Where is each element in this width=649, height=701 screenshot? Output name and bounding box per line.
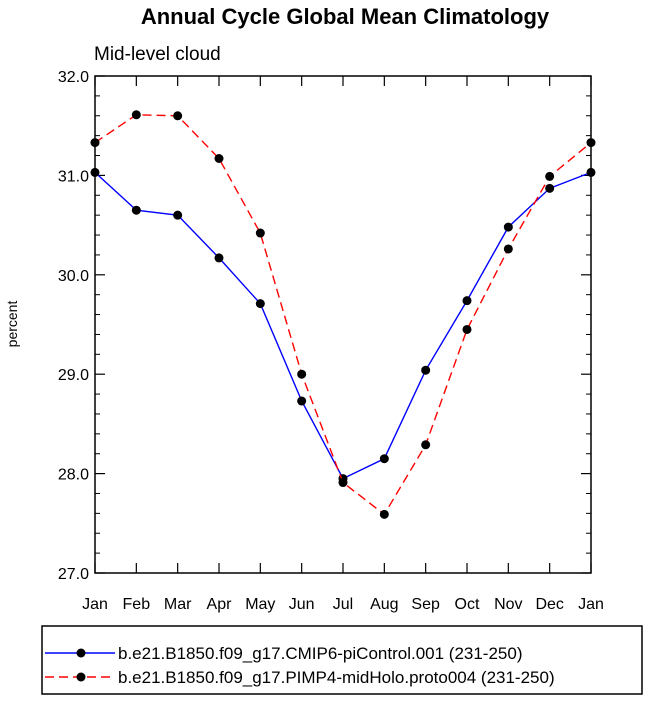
data-point	[214, 253, 224, 263]
data-point	[255, 299, 265, 309]
y-tick-label: 27.0	[58, 566, 89, 583]
y-tick-label: 29.0	[58, 367, 89, 384]
data-point	[379, 454, 389, 464]
x-tick-labels: Jan Feb Mar Apr May Jun Jul Aug Sep Oct Nov Dec Jan	[82, 596, 604, 613]
data-point	[338, 478, 348, 488]
series-line	[94, 114, 592, 516]
x-tick-label: Feb	[123, 596, 151, 613]
data-point	[462, 296, 472, 306]
data-point	[131, 110, 141, 120]
legend-box	[41, 625, 643, 695]
x-tick-label: Jan	[578, 596, 604, 613]
x-tick-label: Jul	[333, 596, 353, 613]
y-tick-label: 31.0	[58, 168, 89, 185]
data-point	[297, 396, 307, 406]
data-point	[421, 365, 431, 375]
x-tick-label: Mar	[164, 596, 192, 613]
legend-label: b.e21.B1850.f09_g17.CMIP6-piControl.001 …	[118, 644, 523, 663]
data-point	[462, 324, 472, 334]
data-point	[173, 111, 183, 121]
data-point	[297, 369, 307, 379]
chart-subtitle: Mid-level cloud	[94, 44, 221, 65]
y-tick-label: 32.0	[58, 69, 89, 86]
major-ticks	[94, 75, 592, 574]
data-point	[421, 440, 431, 450]
minor-ticks	[95, 95, 591, 554]
y-tick-labels: 27.0 28.0 29.0 30.0 31.0 32.0	[58, 69, 89, 583]
y-axis-label: percent	[4, 301, 20, 348]
data-point	[545, 171, 555, 181]
legend-swatch-marker	[76, 672, 86, 682]
x-tick-label: Sep	[411, 596, 440, 613]
series-line	[94, 171, 592, 480]
plot-frame	[94, 75, 592, 574]
x-tick-label: Aug	[370, 596, 398, 613]
data-point	[173, 210, 183, 220]
data-point	[503, 244, 513, 254]
x-tick-label: Apr	[207, 596, 233, 613]
y-tick-label: 30.0	[58, 268, 89, 285]
y-tick-label: 28.0	[58, 467, 89, 484]
legend-label: b.e21.B1850.f09_g17.PIMP4-midHolo.proto0…	[118, 668, 555, 687]
data-point	[503, 222, 513, 232]
x-tick-label: Dec	[535, 596, 563, 613]
legend-swatch-marker	[76, 648, 86, 658]
legend: b.e21.B1850.f09_g17.CMIP6-piControl.001 …	[45, 644, 555, 687]
x-tick-label: Jan	[82, 596, 108, 613]
data-point	[255, 228, 265, 238]
x-tick-label: Oct	[455, 596, 480, 613]
data-point	[131, 205, 141, 215]
x-tick-label: May	[245, 596, 275, 613]
series-layer	[90, 110, 596, 519]
data-point	[379, 509, 389, 519]
x-tick-label: Nov	[494, 596, 522, 613]
chart-title: Annual Cycle Global Mean Climatology	[141, 4, 550, 29]
x-tick-label: Jun	[289, 596, 315, 613]
data-point	[214, 154, 224, 164]
data-point	[545, 183, 555, 193]
